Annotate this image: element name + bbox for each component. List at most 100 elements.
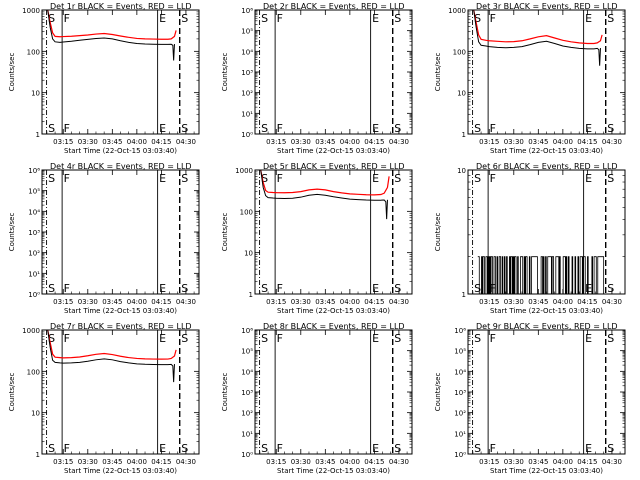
marker-label-top: S — [181, 172, 188, 185]
chart-panel-7: Det 7r BLACK = Events, RED = LLD 1 10 100 10… — [8, 322, 200, 475]
y-tick-label: 10⁰ — [454, 451, 466, 459]
marker-label-top: F — [277, 12, 283, 25]
marker-label-bottom: S — [474, 442, 481, 455]
series-events — [473, 10, 601, 66]
x-tick-label: 03:45 — [315, 138, 335, 146]
x-tick-label: 04:15 — [151, 138, 171, 146]
marker-label-bottom: F — [277, 122, 283, 135]
y-tick-label: 1 — [462, 131, 466, 139]
x-tick-label: 03:45 — [315, 458, 335, 466]
x-tick-label: 03:30 — [291, 458, 311, 466]
y-tick-label: 10¹ — [454, 430, 466, 438]
marker-label-bottom: E — [372, 282, 379, 295]
y-tick-label: 1000 — [22, 327, 40, 335]
chart-panel-6: Det 6r BLACK = Events, RED = LLD 1 10 Count… — [434, 162, 626, 315]
x-tick-label: 04:30 — [389, 298, 409, 306]
x-tick-label: 03:15 — [479, 298, 499, 306]
x-tick-label: 03:15 — [479, 458, 499, 466]
marker-label-bottom: S — [474, 122, 481, 135]
y-tick-label: 1000 — [448, 7, 466, 15]
x-tick-label: 03:15 — [266, 458, 286, 466]
marker-label-top: S — [394, 12, 401, 25]
marker-label-top: S — [607, 332, 614, 345]
marker-label-top: E — [372, 172, 379, 185]
marker-label-bottom: F — [277, 442, 283, 455]
marker-label-top: S — [474, 12, 481, 25]
marker-label-bottom: E — [585, 122, 592, 135]
chart-title: Det 3r BLACK = Events, RED = LLD — [476, 2, 618, 11]
y-tick-label: 10⁴ — [454, 368, 466, 376]
x-tick-label: 03:45 — [528, 138, 548, 146]
marker-label-top: F — [490, 332, 496, 345]
x-tick-label: 03:30 — [504, 458, 524, 466]
marker-label-bottom: S — [181, 442, 188, 455]
y-axis-label: Counts/sec — [8, 213, 16, 252]
marker-label-bottom: E — [372, 442, 379, 455]
marker-label-top: E — [159, 332, 166, 345]
x-tick-label: 03:45 — [102, 458, 122, 466]
x-tick-label: 03:30 — [504, 298, 524, 306]
marker-label-bottom: S — [474, 282, 481, 295]
y-tick-label: 10 — [31, 410, 40, 418]
y-tick-label: 10¹ — [28, 270, 40, 278]
marker-label-bottom: S — [394, 282, 401, 295]
x-tick-label: 04:15 — [151, 298, 171, 306]
x-tick-label: 04:15 — [577, 298, 597, 306]
y-tick-label: 10⁰ — [241, 131, 253, 139]
x-axis-label: Start Time (22-Oct-15 03:03:40) — [64, 147, 177, 155]
x-tick-label: 04:00 — [340, 138, 360, 146]
marker-label-top: S — [394, 172, 401, 185]
marker-label-bottom: F — [490, 442, 496, 455]
marker-label-top: S — [474, 332, 481, 345]
marker-label-bottom: S — [607, 122, 614, 135]
x-axis-label: Start Time (22-Oct-15 03:03:40) — [490, 307, 603, 315]
y-tick-label: 10 — [457, 167, 466, 175]
x-tick-label: 04:30 — [602, 298, 622, 306]
x-tick-label: 03:15 — [479, 138, 499, 146]
x-tick-label: 03:45 — [102, 298, 122, 306]
y-tick-label: 10 — [457, 90, 466, 98]
x-tick-label: 03:30 — [504, 138, 524, 146]
chart-panel-4: Det 4r BLACK = Events, RED = LLD 10⁰ 10¹ 10… — [8, 162, 200, 315]
y-tick-label: 10⁵ — [454, 348, 466, 356]
x-tick-label: 04:15 — [364, 458, 384, 466]
marker-label-bottom: S — [181, 122, 188, 135]
plot-frame — [254, 329, 413, 455]
y-tick-label: 1 — [36, 451, 40, 459]
x-axis-label: Start Time (22-Oct-15 03:03:40) — [64, 307, 177, 315]
marker-label-top: E — [372, 332, 379, 345]
y-axis-label: Counts/sec — [8, 373, 16, 412]
marker-label-bottom: F — [64, 442, 70, 455]
chart-title: Det 1r BLACK = Events, RED = LLD — [50, 2, 192, 11]
chart-panel-2: Det 2r BLACK = Events, RED = LLD 10⁰ 10¹ 10… — [221, 2, 413, 155]
x-tick-label: 03:45 — [528, 458, 548, 466]
marker-label-bottom: E — [372, 122, 379, 135]
y-tick-label: 1 — [462, 291, 466, 299]
plot-frame — [254, 9, 413, 135]
x-tick-label: 04:15 — [577, 458, 597, 466]
x-tick-label: 03:15 — [53, 138, 73, 146]
marker-label-top: E — [585, 332, 592, 345]
x-tick-label: 03:30 — [78, 138, 98, 146]
marker-label-top: S — [48, 332, 55, 345]
marker-label-bottom: E — [159, 122, 166, 135]
chart-panel-3: Det 3r BLACK = Events, RED = LLD 1 10 100 10… — [434, 2, 626, 155]
marker-label-bottom: E — [585, 282, 592, 295]
x-axis-label: Start Time (22-Oct-15 03:03:40) — [277, 147, 390, 155]
x-tick-label: 03:45 — [528, 298, 548, 306]
series-lld — [473, 10, 603, 45]
x-tick-label: 04:00 — [553, 138, 573, 146]
plot-frame — [467, 329, 626, 455]
marker-label-bottom: S — [394, 122, 401, 135]
x-tick-label: 04:00 — [553, 298, 573, 306]
plot-frame — [467, 9, 626, 135]
x-axis-label: Start Time (22-Oct-15 03:03:40) — [64, 467, 177, 475]
y-tick-label: 10⁶ — [241, 327, 253, 335]
x-tick-label: 04:30 — [389, 458, 409, 466]
y-tick-label: 10 — [244, 250, 253, 258]
series-events — [47, 330, 175, 383]
x-tick-label: 04:00 — [340, 458, 360, 466]
y-tick-label: 10³ — [454, 389, 466, 397]
x-tick-label: 03:30 — [291, 298, 311, 306]
marker-label-top: S — [261, 332, 268, 345]
